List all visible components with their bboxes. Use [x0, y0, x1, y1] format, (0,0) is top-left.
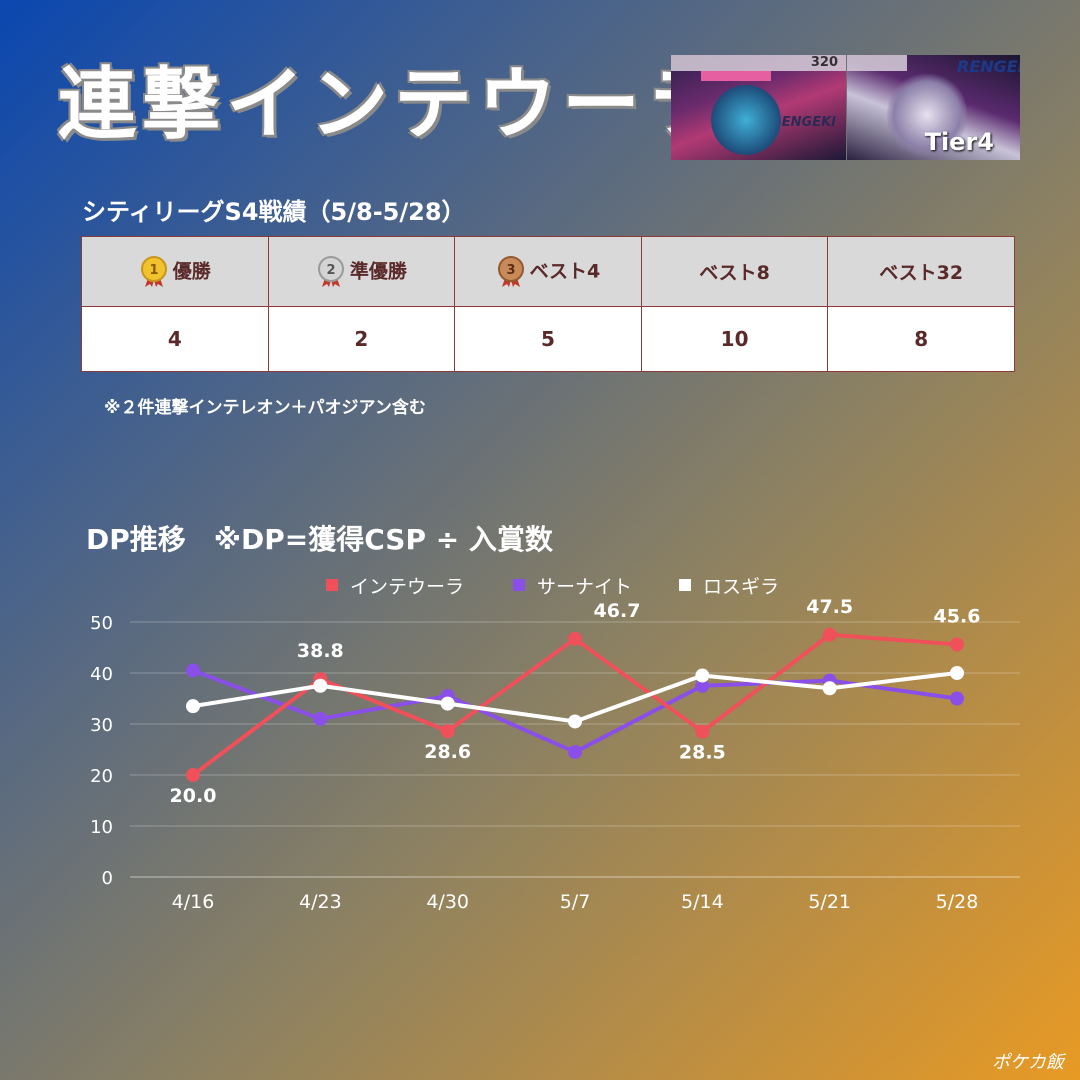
value-cell-runner-up: 2: [267, 306, 456, 372]
svg-text:3: 3: [506, 263, 515, 278]
x-axis: 4/16 4/23 4/30 5/7 5/14 5/21 5/28: [172, 891, 979, 913]
data-point: [313, 678, 328, 693]
value-cell-winner: 4: [81, 306, 269, 372]
data-label: 46.7: [594, 600, 641, 622]
results-table: 1 優勝 2 準優勝 3 ベスト4 ベスト8 ベスト32 4 2 5 10 8: [81, 236, 1015, 372]
card-hp: 320: [810, 55, 838, 70]
header-cell-best8: ベスト8: [640, 236, 829, 307]
data-label: 47.5: [806, 596, 853, 618]
header-label: ベスト32: [879, 262, 964, 284]
silver-medal-icon: 2: [317, 255, 344, 287]
gold-medal-icon: 1: [140, 255, 167, 287]
y-tick-label: 40: [90, 664, 113, 685]
data-point: [822, 627, 837, 642]
chart-data-labels: 20.0 38.8 28.6 46.7 28.5 47.5 45.6: [170, 596, 981, 807]
data-point: [568, 714, 582, 729]
results-subtitle: シティリーグS4戦績（5/8-5/28）: [82, 198, 466, 226]
data-point: [440, 696, 455, 711]
legend-label: ロスギラ: [703, 576, 779, 598]
chart-grid: [130, 621, 1020, 878]
data-point: [186, 768, 200, 782]
data-point: [822, 681, 837, 696]
y-tick-label: 0: [102, 868, 113, 889]
x-tick-label: 4/16: [172, 891, 215, 913]
y-tick-label: 50: [90, 613, 113, 634]
data-point: [695, 724, 710, 739]
chart-series: [186, 627, 964, 782]
bronze-medal-icon: 3: [497, 255, 524, 287]
results-note: ※２件連撃インテレオン＋パオジアン含む: [104, 398, 426, 418]
data-label: 20.0: [170, 785, 217, 807]
signature: ポケカ飯: [992, 1052, 1064, 1073]
tier-label: Tier4: [924, 128, 994, 156]
value-cell-best4: 5: [454, 306, 642, 372]
results-header-row: 1 優勝 2 準優勝 3 ベスト4 ベスト8 ベスト32: [81, 236, 1015, 307]
header-label: 準優勝: [349, 260, 407, 282]
card-logo: RENGEKI: [771, 115, 836, 130]
header-label: ベスト8: [699, 262, 770, 284]
x-tick-label: 5/21: [808, 891, 851, 913]
card-image-inteleon: 320 RENGEKI: [671, 55, 846, 160]
x-tick-label: 5/14: [681, 891, 724, 913]
data-point: [695, 678, 710, 693]
data-point: [186, 663, 200, 678]
header-cell-best4: 3 ベスト4: [454, 236, 642, 307]
legend-label: インテウーラ: [350, 576, 464, 598]
legend-swatch: [679, 579, 691, 591]
data-point: [568, 745, 582, 760]
data-point: [186, 699, 200, 714]
x-tick-label: 5/28: [936, 891, 979, 913]
value-cell-best32: 8: [827, 306, 1015, 372]
header-cell-winner: 1 優勝: [81, 236, 269, 307]
card-logo: RENGEKI: [957, 57, 1020, 76]
data-point: [313, 711, 328, 726]
data-point: [950, 637, 964, 652]
header-cell-best32: ベスト32: [827, 236, 1015, 307]
y-tick-label: 10: [90, 817, 113, 838]
header-label: 優勝: [172, 260, 211, 282]
results-value-row: 4 2 5 10 8: [81, 306, 1015, 372]
header-cell-runner-up: 2 準優勝: [267, 236, 456, 307]
legend-swatch: [326, 579, 338, 591]
data-label: 28.5: [679, 742, 726, 764]
data-point: [568, 631, 582, 646]
header-label: ベスト4: [529, 260, 601, 282]
data-point: [950, 691, 964, 706]
legend-swatch: [513, 579, 525, 591]
data-label: 38.8: [297, 640, 344, 662]
x-tick-label: 4/23: [299, 891, 342, 913]
chart-legend: インテウーラ サーナイト ロスギラ: [326, 576, 779, 598]
dp-chart-title: DP推移 ※DP=獲得CSP ÷ 入賞数: [86, 523, 553, 556]
legend-label: サーナイト: [537, 576, 632, 598]
data-point: [440, 724, 455, 739]
y-tick-label: 20: [90, 766, 113, 787]
x-tick-label: 5/7: [560, 891, 591, 913]
svg-text:1: 1: [149, 263, 158, 278]
y-axis: 0 10 20 30 40 50: [90, 613, 113, 889]
y-tick-label: 30: [90, 715, 113, 736]
svg-text:2: 2: [326, 263, 335, 278]
series-line: [192, 668, 958, 755]
value-cell-best8: 10: [640, 306, 829, 372]
data-label: 45.6: [934, 605, 981, 627]
data-point: [695, 668, 710, 683]
data-point: [950, 666, 964, 680]
data-label: 28.6: [424, 741, 471, 763]
card-image-urshifu: RENGEKI Tier4: [847, 55, 1020, 160]
x-tick-label: 4/30: [426, 891, 469, 913]
page-title: 連撃インテウーラ: [58, 60, 731, 150]
